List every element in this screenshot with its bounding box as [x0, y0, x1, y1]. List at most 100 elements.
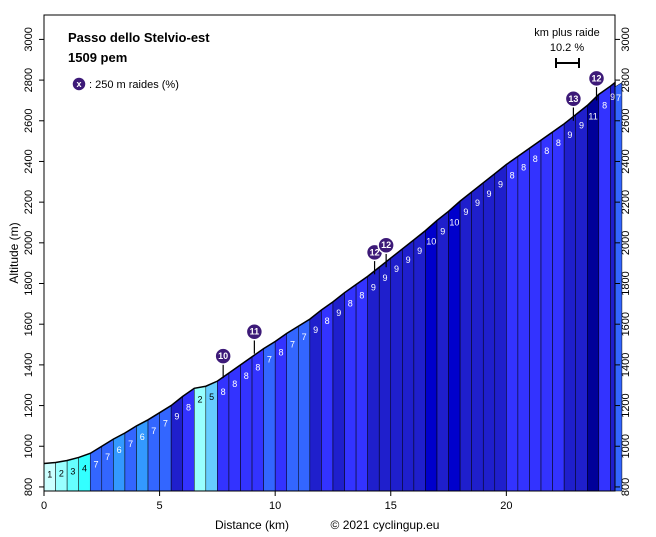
- steep-section-badge-circle: [377, 236, 395, 254]
- steep-section-badge-circle: [214, 347, 232, 365]
- y-tick-label-left: 800: [23, 478, 35, 496]
- grade-bar-label: 5: [209, 392, 214, 402]
- grade-bar: [413, 230, 426, 492]
- y-tick-label-right: 2600: [620, 109, 632, 133]
- chart-title: Passo dello Stelvio-est: [68, 30, 210, 45]
- grade-bar: [506, 155, 519, 492]
- grade-bar-label: 11: [588, 112, 597, 122]
- grade-bar: [575, 105, 588, 492]
- y-tick-label-left: 2000: [23, 231, 35, 255]
- chart-subtitle: 1509 pem: [68, 50, 127, 65]
- y-tick-label-right: 3000: [620, 27, 632, 51]
- grade-bar-label: 7: [128, 439, 133, 449]
- grade-bar: [332, 292, 345, 492]
- y-tick-label-left: 3000: [23, 27, 35, 51]
- grade-bar-label: 7: [616, 93, 621, 103]
- grade-bar: [344, 284, 357, 492]
- grade-bar: [517, 147, 530, 492]
- grade-bar-label: 8: [602, 100, 607, 110]
- grade-bar-label: 8: [325, 316, 330, 326]
- steep-section-badge-circle: [564, 90, 583, 108]
- grade-bar: [321, 301, 334, 492]
- y-tick-label-left: 1000: [23, 434, 35, 458]
- grade-bar-label: 9: [394, 264, 399, 274]
- steep-section-badge: 11: [245, 322, 264, 354]
- grade-bar: [113, 432, 126, 492]
- grade-bar: [552, 123, 565, 492]
- plot-frame: [43, 14, 616, 492]
- grade-bar-label: 9: [463, 207, 468, 217]
- grade-bar-label: 8: [186, 402, 191, 412]
- y-tick-label-right: 2200: [620, 190, 632, 214]
- grade-bar: [471, 182, 484, 492]
- grade-bar: [587, 93, 600, 492]
- steep-section-badge-label: 12: [370, 247, 380, 257]
- steep-section-badge: 12: [587, 69, 606, 101]
- grade-bar-label: 8: [244, 371, 249, 381]
- grade-bar: [494, 163, 507, 492]
- grade-bar-label: 9: [440, 226, 445, 236]
- grade-bar-label: 9: [406, 255, 411, 265]
- grade-bar: [367, 266, 380, 492]
- y-axis-title: Altitude (m): [7, 222, 21, 283]
- y-tick-label-left: 2600: [23, 109, 35, 133]
- grade-bar-label: 9: [313, 325, 318, 335]
- grade-bar-label: 8: [232, 379, 237, 389]
- grade-bar-label: 4: [82, 463, 87, 473]
- x-tick-label: 20: [500, 500, 512, 512]
- steep-section-badge-circle: [245, 322, 264, 341]
- y-tick-label-right: 2800: [620, 68, 632, 92]
- grade-bar-label: 6: [117, 445, 122, 455]
- grade-bar-label: 8: [348, 299, 353, 309]
- grade-bar-label: 6: [140, 432, 145, 442]
- outline-layer: [43, 80, 616, 465]
- y-tick-label-right: 2400: [620, 149, 632, 173]
- grade-bar-label: 7: [94, 459, 99, 469]
- grade-bar-label: 7: [163, 419, 168, 429]
- grade-bar-label: 7: [151, 426, 156, 436]
- grade-bar: [540, 131, 553, 492]
- grade-bar: [482, 173, 496, 492]
- steepest-km-label: km plus raide: [534, 27, 599, 39]
- grade-bar: [147, 412, 160, 492]
- legend-badge-text: x: [76, 79, 81, 89]
- grade-bar-label: 10: [449, 217, 459, 227]
- grade-bar-label: 9: [417, 246, 422, 256]
- x-tick-label: 10: [269, 500, 281, 512]
- x-tick-label: 0: [41, 500, 47, 512]
- grade-bar-label: 8: [359, 291, 364, 301]
- grade-bar: [378, 257, 392, 492]
- grade-bar: [402, 239, 415, 492]
- grade-bar-label: 1: [47, 470, 52, 480]
- y-tick-label-left: 1600: [23, 312, 35, 336]
- steepest-km-value: 10.2 %: [550, 42, 584, 54]
- grade-bar-label: 2: [198, 394, 203, 404]
- grade-bar: [101, 438, 114, 492]
- steep-section-badge: 10: [214, 347, 232, 379]
- steep-section-badge: 12: [377, 236, 395, 268]
- steep-section-badge-label: 10: [218, 351, 228, 361]
- grade-bar: [563, 114, 576, 492]
- y-tick-label-right: 2000: [620, 231, 632, 255]
- grade-bar-label: 3: [70, 466, 75, 476]
- grade-bar-label: 8: [221, 387, 226, 397]
- grade-bar: [309, 309, 322, 492]
- steep-section-badge-label: 11: [250, 327, 260, 337]
- grade-bar: [298, 318, 311, 492]
- grade-bar: [436, 210, 449, 492]
- grade-bar-label: 9: [371, 282, 376, 292]
- grade-bar-label: 10: [426, 237, 436, 247]
- grade-bar-label: 8: [544, 146, 549, 156]
- grade-bar: [459, 191, 472, 492]
- grade-bar-label: 8: [556, 138, 561, 148]
- grade-bar: [286, 325, 299, 492]
- y-tick-label-right: 1200: [620, 393, 632, 417]
- profile-outline: [43, 80, 616, 465]
- y-tick-label-right: 1600: [620, 312, 632, 336]
- grade-bar: [425, 219, 438, 492]
- grade-bar-label: 7: [290, 339, 295, 349]
- grade-bar-label: 2: [59, 469, 64, 479]
